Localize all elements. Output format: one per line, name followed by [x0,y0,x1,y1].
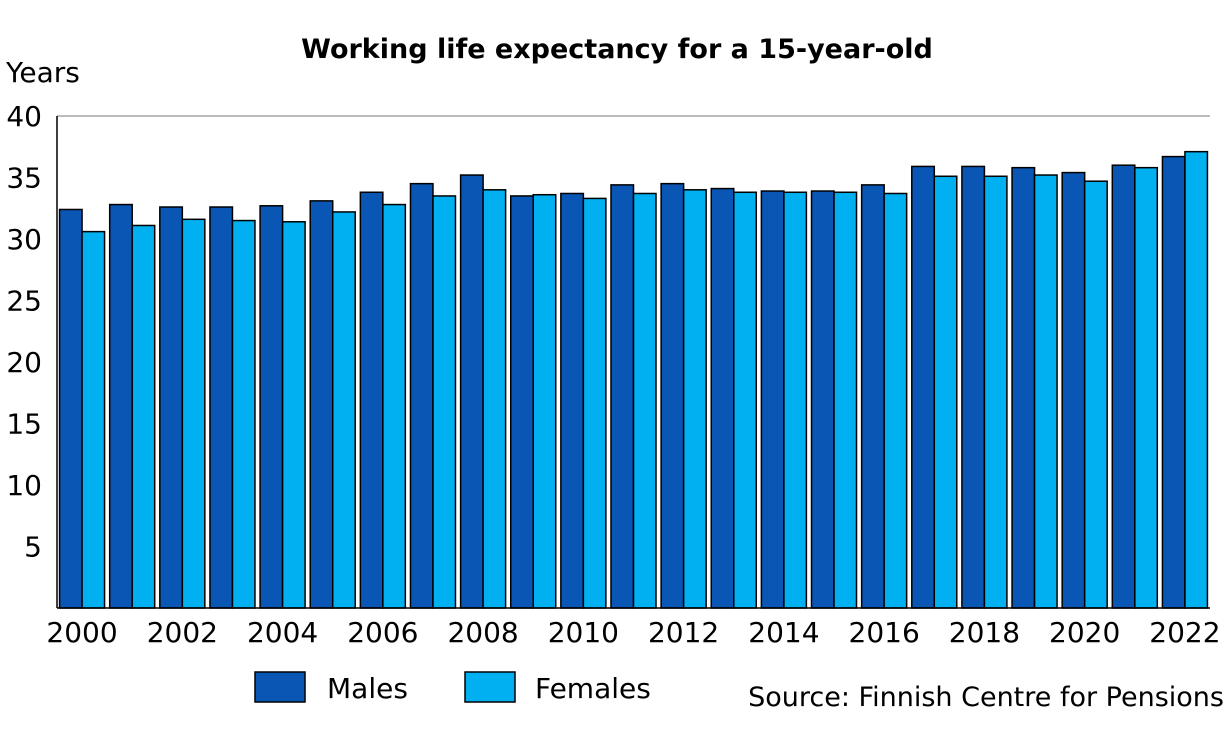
bar-females-2010 [582,197,607,609]
bar-males-2002 [159,206,184,609]
bar-males-2019 [1011,166,1036,609]
bar-females-2005 [331,211,356,609]
y-tick-labels: 5 10 15 20 25 30 35 40 [6,100,42,564]
bar-females-2002 [181,218,206,609]
bar-females-2019 [1033,174,1058,609]
y-tick-label-25: 25 [6,285,42,318]
bar-males-2008 [459,174,484,609]
x-tick-label-2006: 2006 [347,616,418,649]
bar-males-2011 [610,184,635,609]
x-tick-label-2008: 2008 [447,616,518,649]
x-tick-label-2010: 2010 [548,616,619,649]
x-tick-label-2000: 2000 [46,616,117,649]
legend-label-males: Males [327,672,408,705]
bar-females-2011 [632,192,657,609]
bar-females-2003 [231,219,256,609]
y-axis-label: Years [5,56,80,89]
source-note: Source: Finnish Centre for Pensions [748,682,1224,713]
bar-males-2010 [560,192,585,609]
bar-females-2018 [983,175,1008,609]
legend: Males Females [254,671,651,705]
x-tick-label-2014: 2014 [748,616,819,649]
x-tick-label-2002: 2002 [147,616,218,649]
legend-swatch-males [254,671,306,703]
bar-males-2009 [509,195,534,609]
x-tick-label-2020: 2020 [1049,616,1120,649]
y-tick-label-20: 20 [6,346,42,379]
bar-females-2017 [933,175,958,609]
y-tick-label-5: 5 [24,531,42,564]
y-tick-label-15: 15 [6,408,42,441]
bar-females-2020 [1083,180,1108,609]
bar-males-2018 [961,165,986,609]
bar-females-2012 [682,189,707,609]
x-tick-label-2022: 2022 [1149,616,1220,649]
bar-males-2016 [860,184,885,609]
bar-females-2022 [1184,150,1209,609]
bar-females-2007 [432,195,457,609]
bar-males-2020 [1061,171,1086,609]
y-tick-label-35: 35 [6,162,42,195]
legend-label-females: Females [535,672,651,705]
bar-males-2006 [359,191,384,609]
x-tick-labels: 2000 2002 2004 2006 2008 2010 2012 2014 2016 2018… [46,616,1220,649]
axes [56,116,1210,609]
y-tick-label-10: 10 [6,469,42,502]
bar-males-2000 [58,208,83,609]
bar-males-2021 [1111,164,1136,609]
bar-males-2003 [209,206,234,609]
chart-title: Working life expectancy for a 15-year-ol… [301,34,933,65]
bar-females-2016 [883,192,908,609]
bar-females-2015 [833,191,858,609]
bar-females-2021 [1134,166,1159,609]
x-tick-label-2018: 2018 [949,616,1020,649]
bar-females-2014 [783,191,808,609]
bar-males-2013 [710,187,735,609]
bar-females-2001 [131,224,156,609]
x-tick-label-2012: 2012 [648,616,719,649]
bar-males-2014 [760,190,785,609]
legend-swatch-females [464,671,516,703]
bar-males-2022 [1161,155,1186,609]
y-tick-label-40: 40 [6,100,42,133]
x-tick-label-2016: 2016 [849,616,920,649]
bar-females-2004 [281,221,306,609]
bar-males-2005 [309,200,334,609]
bar-females-2009 [532,193,557,609]
bar-females-2008 [482,189,507,609]
bar-males-2012 [660,182,685,609]
bar-males-2004 [259,205,284,609]
bar-females-2000 [81,230,106,609]
bar-males-2017 [911,165,936,609]
y-tick-label-30: 30 [6,223,42,256]
bar-males-2001 [108,203,133,609]
bar-males-2007 [409,182,434,609]
x-tick-label-2004: 2004 [247,616,318,649]
bar-males-2015 [810,190,835,609]
bar-females-2013 [733,191,758,609]
bars [58,150,1209,609]
bar-females-2006 [382,203,407,609]
